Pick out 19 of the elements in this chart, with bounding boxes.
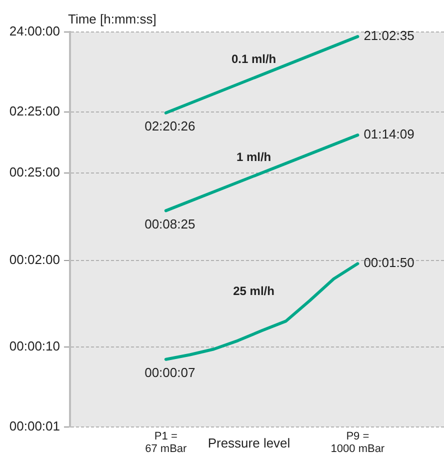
series-label: 0.1 ml/h — [231, 52, 276, 66]
x-tick-label: P9 = 1000 mBar — [330, 430, 385, 456]
data-label: 00:01:50 — [364, 255, 414, 270]
data-label: 00:00:07 — [144, 364, 196, 380]
text: 25 ml/h — [233, 284, 274, 298]
y-tick-label: 24:00:00 — [9, 24, 60, 39]
y-tick-label: 00:00:10 — [9, 338, 60, 354]
x-axis-title: Pressure level — [208, 436, 290, 451]
series-label: 1 ml/h — [236, 150, 272, 164]
y-tick-label: 00:00:01 — [9, 418, 60, 434]
x-tick-label: P1 = 67 mBar — [145, 430, 188, 456]
y-tick-label: 00:25:00 — [9, 164, 60, 180]
data-label: 01:14:09 — [364, 126, 414, 142]
data-label: 02:20:26 — [144, 118, 196, 134]
data-label: 00:08:25 — [144, 216, 196, 232]
y-tick-label: 00:02:00 — [9, 252, 60, 268]
y-axis-title: Time [h:mm:ss] — [68, 12, 156, 27]
y-tick-label: 02:25:00 — [9, 103, 60, 118]
data-label: 21:02:35 — [364, 28, 414, 44]
